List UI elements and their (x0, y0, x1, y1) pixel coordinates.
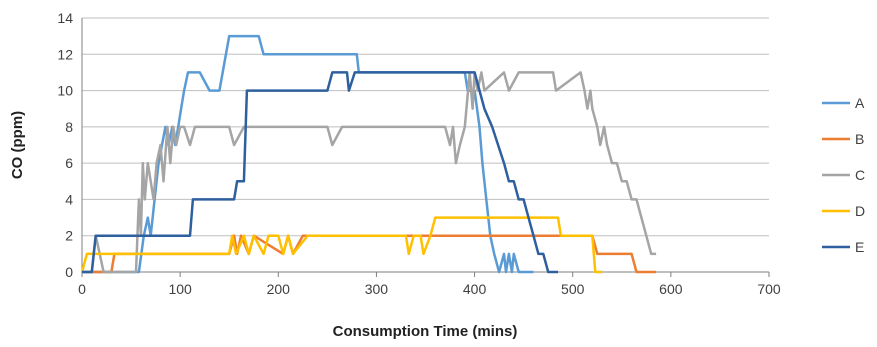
y-tick-label: 4 (65, 191, 73, 207)
series-line-e (82, 71, 558, 274)
tick-labels: 0 2 4 6 8 10 12 14 0 100 200 300 400 500 600 700 (57, 10, 780, 297)
y-tick-label: 8 (65, 119, 73, 135)
y-axis-title: CO (ppm) (9, 111, 26, 179)
legend: A B C D E (822, 95, 865, 255)
x-tick-label: 500 (561, 281, 585, 297)
series-line-c (82, 71, 657, 274)
y-tick-label: 0 (65, 264, 73, 280)
legend-item-c: C (822, 167, 865, 183)
legend-label: D (855, 203, 865, 219)
legend-item-d: D (822, 203, 865, 219)
legend-label: B (855, 131, 864, 147)
y-tick-label: 12 (57, 46, 73, 62)
legend-item-b: B (822, 131, 864, 147)
legend-label: E (855, 239, 864, 255)
series-line-a (82, 34, 534, 274)
x-tick-label: 300 (365, 281, 389, 297)
y-tick-label: 2 (65, 228, 73, 244)
legend-item-e: E (822, 239, 864, 255)
axes (81, 18, 770, 277)
x-tick-label: 100 (168, 281, 192, 297)
y-tick-label: 6 (65, 155, 73, 171)
x-tick-label: 0 (78, 281, 86, 297)
x-tick-label: 700 (757, 281, 781, 297)
x-axis-title: Consumption Time (mins) (333, 323, 518, 340)
legend-item-a: A (822, 95, 865, 111)
legend-label: A (855, 95, 865, 111)
x-tick-label: 400 (463, 281, 487, 297)
legend-label: C (855, 167, 865, 183)
series-lines (80, 34, 657, 274)
y-tick-label: 14 (57, 10, 73, 26)
y-tick-label: 10 (57, 83, 73, 99)
x-tick-label: 600 (659, 281, 683, 297)
x-tick-label: 200 (267, 281, 291, 297)
series-line-d (80, 216, 603, 274)
